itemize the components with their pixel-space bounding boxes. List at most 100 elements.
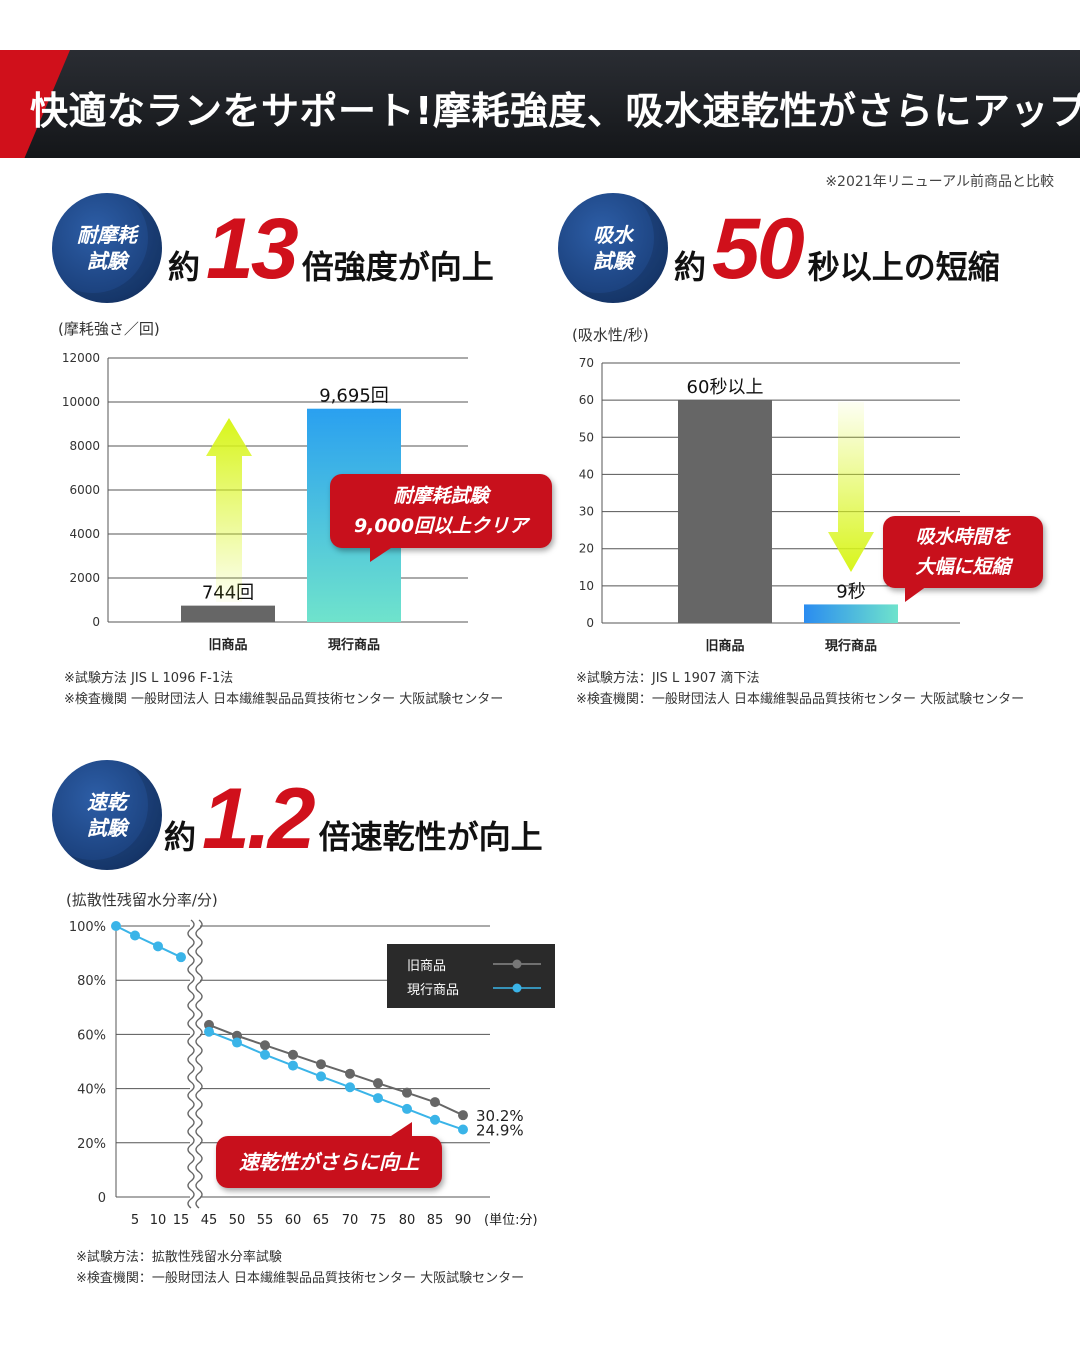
legend-new-label: 現行商品 (407, 983, 460, 998)
abrasion-footnotes: ※試験方法 JIS L 1096 F-1法 ※検査機関 一般財団法人 日本繊維製… (64, 668, 503, 710)
x-tick-label: 55 (257, 1213, 274, 1228)
headline-suffix: 倍速乾性が向上 (318, 818, 543, 856)
abrasion-headline: 約13 倍強度が向上 (168, 200, 494, 299)
current-product-point (153, 941, 163, 952)
y-tick-label: 40% (77, 1083, 106, 1098)
bar-value-label: 9秒 (836, 581, 865, 602)
series-end-label: 24.9% (476, 1122, 524, 1140)
old-product-bar (181, 605, 275, 622)
current-product-point (430, 1114, 440, 1125)
old-product-bar (678, 400, 772, 623)
x-tick-label: 90 (455, 1213, 472, 1228)
series-end-label: 30.2% (476, 1107, 524, 1125)
x-tick-label: 70 (342, 1213, 359, 1228)
headline-number: 50 (712, 201, 805, 297)
footnote-institute: ※検査機関：一般財団法人 日本繊維製品品質技術センター 大阪試験センター (576, 692, 1025, 707)
bar-value-label: 60秒以上 (687, 377, 764, 398)
axis-break-gap (190, 920, 200, 1201)
x-tick-label: 現行商品 (328, 637, 380, 653)
x-tick-label: 5 (131, 1213, 139, 1228)
headline-suffix: 倍強度が向上 (301, 248, 494, 286)
badge-line1: 速乾 (87, 790, 127, 814)
dry-footnotes: ※試験方法：拡散性残留水分率試験 ※検査機関：一般財団法人 日本繊維製品品質技術… (76, 1247, 524, 1289)
footnote-method: ※試験方法：拡散性残留水分率試験 (76, 1250, 282, 1265)
absorb-callout: 吸水時間を 大幅に短縮 (883, 516, 1043, 602)
y-tick-label: 12000 (62, 351, 100, 365)
x-tick-label: 65 (313, 1213, 330, 1228)
decrease-arrow (828, 402, 874, 572)
current-product-point (260, 1049, 270, 1060)
badge-line1: 吸水 (593, 223, 633, 247)
absorb-headline: 約50 秒以上の短縮 (674, 200, 1000, 299)
dry-callout: 速乾性がさらに向上 (216, 1122, 442, 1188)
y-tick-label: 70 (579, 356, 594, 370)
series-line (115, 925, 182, 959)
badge-line2: 試験 (87, 816, 127, 840)
current-product-point (345, 1082, 355, 1093)
current-product-point (402, 1103, 412, 1114)
callout-line1: 耐摩耗試験 (393, 485, 489, 507)
legend-old-marker (512, 959, 522, 969)
y-tick-label: 4000 (69, 527, 100, 541)
x-tick-label: 80 (399, 1213, 416, 1228)
y-tick-label: 0 (586, 616, 594, 630)
x-tick-label: 45 (201, 1213, 218, 1228)
y-tick-label: 50 (579, 430, 594, 444)
y-tick-label: 20% (77, 1137, 106, 1152)
footnote-institute: ※検査機関 一般財団法人 日本繊維製品品質技術センター 大阪試験センター (64, 692, 504, 707)
old-product-point (430, 1097, 440, 1108)
badge-line1: 耐摩耗 (77, 223, 137, 247)
callout-line1: 吸水時間を (915, 526, 1011, 548)
dry-headline: 約1.2 倍速乾性が向上 (164, 770, 543, 869)
absorb-test-badge: 吸水 試験 (558, 193, 668, 303)
footnote-method: ※試験方法 JIS L 1096 F-1法 (64, 671, 234, 686)
badge-line2: 試験 (87, 249, 127, 273)
headline-number: 1.2 (202, 771, 316, 867)
old-product-point (458, 1110, 468, 1121)
current-product-point (176, 952, 186, 963)
legend-markers (493, 959, 541, 993)
current-product-point (373, 1093, 383, 1104)
callout-line2: 大幅に短縮 (915, 556, 1011, 578)
x-tick-label: 50 (229, 1213, 246, 1228)
y-tick-label: 40 (579, 467, 594, 481)
absorb-unit-label: (吸水性/秒) (572, 326, 649, 344)
banner-title: 快適なランをサポート!摩耗強度、吸水速乾性がさらにアップ (30, 89, 1080, 133)
abrasion-test-badge: 耐摩耗 試験 (52, 193, 162, 303)
current-product-point (204, 1026, 214, 1037)
old-product-point (260, 1040, 270, 1051)
y-tick-label: 100% (69, 920, 106, 935)
bar-value-label: 9,695回 (319, 386, 389, 407)
legend-new-marker (512, 983, 522, 993)
current-product-point (316, 1071, 326, 1082)
x-tick-label: 旧商品 (705, 638, 744, 654)
x-tick-label: 85 (427, 1213, 444, 1228)
current-product-point (288, 1060, 298, 1071)
x-tick-label: 75 (370, 1213, 387, 1228)
x-tick-label: 10 (150, 1213, 167, 1228)
y-tick-label: 6000 (69, 483, 100, 497)
callout-line2: 9,000回以上クリア (353, 515, 529, 537)
y-tick-label: 10000 (62, 395, 100, 409)
x-tick-label: 現行商品 (825, 638, 877, 654)
old-product-point (402, 1087, 412, 1098)
headline-prefix: 約 (164, 818, 197, 856)
increase-arrow (206, 418, 252, 602)
y-tick-label: 80% (77, 974, 106, 989)
legend-old-label: 旧商品 (407, 959, 447, 974)
x-unit-label: (単位:分) (484, 1212, 538, 1228)
old-product-point (345, 1068, 355, 1079)
x-tick-label: 60 (285, 1213, 302, 1228)
old-product-point (373, 1078, 383, 1089)
y-tick-label: 10 (579, 579, 594, 593)
abrasion-callout: 耐摩耗試験 9,000回以上クリア (330, 474, 552, 562)
y-tick-label: 30 (579, 505, 594, 519)
y-tick-label: 8000 (69, 439, 100, 453)
y-tick-label: 0 (92, 615, 100, 629)
headline-suffix: 秒以上の短縮 (807, 248, 1000, 286)
dry-test-badge: 速乾 試験 (52, 760, 162, 870)
headline-prefix: 約 (674, 248, 707, 286)
old-product-point (316, 1059, 326, 1070)
series-line (208, 1023, 464, 1117)
